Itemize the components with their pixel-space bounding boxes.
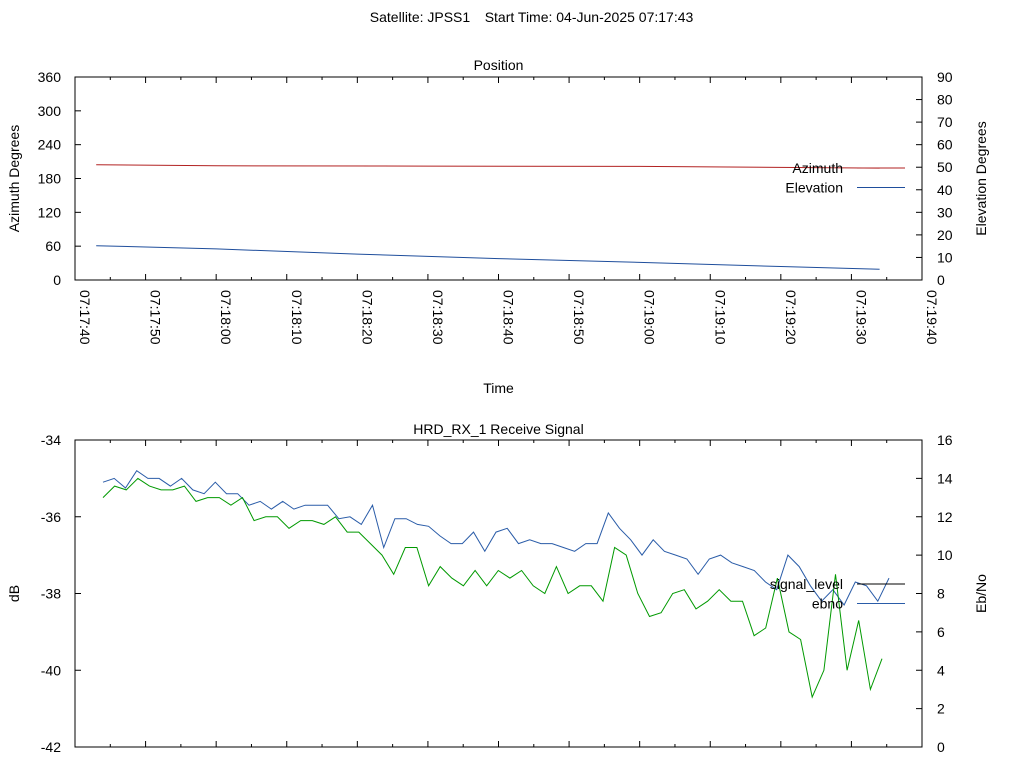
y-left-tick-label: 300 [38,103,62,119]
y-right-tick-label: 90 [937,69,953,85]
y-left-tick-label: 180 [38,171,62,187]
y-right-axis-label: Eb/No [973,574,989,613]
y-left-tick-label: 0 [53,272,61,288]
x-axis-label: Time [483,380,514,396]
y-right-tick-label: 70 [937,114,953,130]
start-time-label: Start Time: 04-Jun-2025 07:17:43 [485,9,694,25]
y-left-tick-label: -34 [41,432,61,448]
plot-frame [74,76,923,281]
y-left-tick-label: -42 [41,739,61,755]
y-left-tick-label: 120 [38,204,62,220]
y-left-tick-label: 240 [38,137,62,153]
y-right-tick-label: 10 [937,249,953,265]
x-tick-label: 07:18:50 [571,290,587,345]
y-right-tick-label: 60 [937,137,953,153]
x-tick-label: 07:19:40 [924,290,940,345]
legend-label: signal_level [770,576,843,592]
y-left-tick-label: -36 [41,509,61,525]
y-right-tick-label: 80 [937,92,953,108]
x-tick-label: 07:19:20 [783,290,799,345]
unlabeled-line [102,477,883,699]
plot-frame [74,439,923,748]
y-left-axis-label: Azimuth Degrees [6,125,22,232]
y-right-axis-label: Elevation Degrees [973,121,989,235]
y-right-tick-label: 20 [937,227,953,243]
chart-header: Satellite: JPSS1 Start Time: 04-Jun-2025… [370,9,694,25]
Azimuth-line [96,164,880,169]
x-tick-label: 07:18:00 [218,290,234,345]
legend-label: Azimuth [792,160,843,176]
y-right-tick-label: 30 [937,204,953,220]
x-tick-label: 07:18:40 [501,290,517,345]
x-tick-label: 07:17:40 [77,290,93,345]
x-tick-label: 07:17:50 [148,290,164,345]
x-tick-label: 07:19:00 [642,290,658,345]
y-right-tick-label: 6 [937,624,945,640]
satellite-label: Satellite: JPSS1 [370,9,471,25]
y-left-tick-label: -38 [41,586,61,602]
y-right-tick-label: 0 [937,739,945,755]
y-right-tick-label: 50 [937,159,953,175]
y-right-tick-label: 0 [937,272,945,288]
x-tick-label: 07:18:20 [359,290,375,345]
legend-label: ebno [812,596,843,612]
y-right-tick-label: 12 [937,509,953,525]
position-chart: Position 0 60 120 180 240 300 360 0 10 20 30 40 50 60 7… [6,57,989,396]
x-tick-label: 07:19:10 [712,290,728,345]
y-right-tick-label: 8 [937,586,945,602]
y-right-tick-label: 16 [937,432,953,448]
chart-title: HRD_RX_1 Receive Signal [413,421,583,437]
x-tick-label: 07:18:10 [289,290,305,345]
receive-signal-chart: HRD_RX_1 Receive Signal -34 -36 -38 -40 -42 0 2… [6,421,989,755]
Elevation-line [96,245,880,270]
x-tick-label: 07:18:30 [430,290,446,345]
chart-title: Position [474,57,524,73]
y-left-tick-label: 60 [45,238,61,254]
y-right-tick-label: 14 [937,470,953,486]
y-left-tick-label: -40 [41,662,61,678]
ebno-line [102,469,890,606]
y-left-axis-label: dB [6,585,22,602]
y-left-tick-label: 360 [38,69,62,85]
y-right-tick-label: 2 [937,701,945,717]
legend-label: Elevation [785,180,843,196]
y-right-tick-label: 4 [937,662,945,678]
y-right-tick-label: 10 [937,547,953,563]
x-tick-label: 07:19:30 [853,290,869,345]
y-right-tick-label: 40 [937,182,953,198]
